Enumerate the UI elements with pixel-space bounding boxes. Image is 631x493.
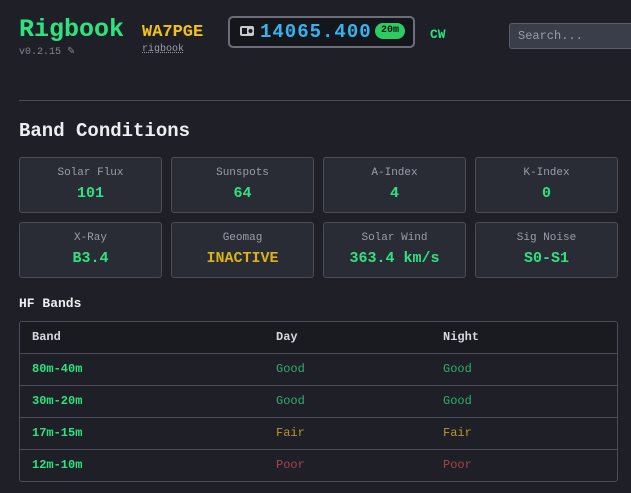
table-row: 12m-10m Poor Poor <box>20 449 617 481</box>
edit-icon[interactable]: ✎ <box>67 47 76 58</box>
card-value: 101 <box>76 185 104 202</box>
card-value: INACTIVE <box>206 250 279 267</box>
hf-title: HF Bands <box>19 296 82 311</box>
card-label: K-Index <box>523 167 570 179</box>
status-cell: Poor <box>443 458 472 472</box>
radio-icon <box>240 26 254 36</box>
divider <box>19 100 631 101</box>
condition-card: Solar Wind 363.4 km/s <box>323 222 466 278</box>
callsign-link[interactable]: rigbook <box>142 44 185 55</box>
condition-card: Solar Flux 101 <box>19 157 162 213</box>
frequency: 14065.400 <box>260 21 372 43</box>
band-badge: 20m <box>375 23 405 39</box>
table-header-row: Band Day Night <box>20 322 617 353</box>
status-cell: Poor <box>276 458 305 472</box>
card-label: Sunspots <box>216 167 269 179</box>
table-row: 30m-20m Good Good <box>20 385 617 417</box>
condition-card: Sig Noise S0-S1 <box>475 222 618 278</box>
table-row: 17m-15m Fair Fair <box>20 417 617 449</box>
column-header: Band <box>32 330 61 344</box>
card-label: X-Ray <box>73 232 107 244</box>
table-row: 80m-40m Good Good <box>20 353 617 385</box>
callsign: WA7PGE <box>142 23 204 42</box>
card-value: 0 <box>541 185 551 202</box>
card-value: 4 <box>389 185 399 202</box>
version: v0.2.15 ✎ <box>19 46 75 58</box>
status-cell: Good <box>276 362 305 376</box>
band-cell: 12m-10m <box>32 458 83 472</box>
version-text: v0.2.15 <box>19 47 62 58</box>
band-cell: 17m-15m <box>32 426 83 440</box>
card-label: Solar Flux <box>57 167 124 179</box>
status-cell: Good <box>443 394 472 408</box>
status-cell: Good <box>443 362 472 376</box>
column-header: Day <box>276 330 298 344</box>
band-cell: 80m-40m <box>32 362 83 376</box>
card-label: Geomag <box>222 232 263 244</box>
status-cell: Fair <box>276 426 305 440</box>
card-value: B3.4 <box>72 250 109 267</box>
condition-card: A-Index 4 <box>323 157 466 213</box>
condition-card: X-Ray B3.4 <box>19 222 162 278</box>
card-value: S0-S1 <box>523 250 569 267</box>
search-input[interactable] <box>509 23 631 49</box>
card-label: Sig Noise <box>516 232 577 244</box>
card-value: 363.4 km/s <box>349 250 440 267</box>
column-header: Night <box>443 330 480 344</box>
status-cell: Good <box>276 394 305 408</box>
band-cell: 30m-20m <box>32 394 83 408</box>
status-cell: Fair <box>443 426 472 440</box>
hf-table: Band Day Night 80m-40m Good Good 30m-20m Good Go… <box>19 321 618 482</box>
section-title: Band Conditions <box>19 120 191 142</box>
app-title[interactable]: Rigbook <box>19 15 125 44</box>
condition-card: K-Index 0 <box>475 157 618 213</box>
condition-card: Geomag INACTIVE <box>171 222 314 278</box>
mode: CW <box>430 27 446 42</box>
frequency-box[interactable]: 14065.400 20m <box>228 16 415 48</box>
card-label: Solar Wind <box>361 232 428 244</box>
condition-card: Sunspots 64 <box>171 157 314 213</box>
card-label: A-Index <box>371 167 418 179</box>
card-value: 64 <box>233 185 252 202</box>
